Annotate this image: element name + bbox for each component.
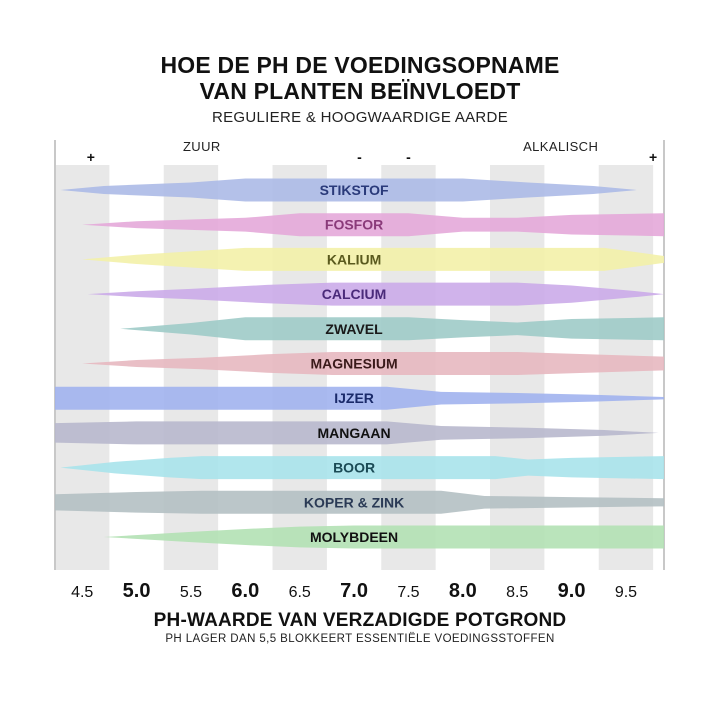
band-calcium [87,282,664,306]
band-label: KOPER & ZINK [304,494,404,510]
x-tick-label: 5.0 [123,580,151,602]
x-tick-label: 8.0 [449,580,477,602]
band-label: KALIUM [327,251,381,267]
band-label: CALCIUM [322,286,387,302]
chart-title-line-2: VAN PLANTEN BEÏNVLOEDT [199,78,521,104]
band-label: IJZER [334,390,374,406]
chart-title-line-1: HOE DE PH DE VOEDINGSOPNAME [160,52,560,78]
band-magnesium [82,352,664,375]
zone-label: ZUUR [183,139,221,154]
band-label: ZWAVEL [325,321,383,337]
band-molybdeen [103,525,664,549]
zone-label: ALKALISCH [523,139,598,154]
x-tick-label: 9.5 [615,584,637,601]
x-tick-label: 9.0 [558,580,586,602]
scale-marker: + [649,149,657,165]
band-label: STIKSTOF [320,182,389,198]
band-label: MANGAAN [318,425,391,441]
chart-subtitle: REGULIERE & HOOGWAARDIGE AARDE [212,109,508,126]
scale-marker: - [406,149,411,165]
band-label: MOLYBDEEN [310,529,398,545]
x-tick-label: 7.5 [397,584,419,601]
band-mangaan [55,421,659,445]
band-kalium [82,247,664,271]
x-tick-label: 6.0 [231,580,259,602]
band-zwavel [120,317,664,341]
x-tick-label: 7.0 [340,580,368,602]
band-koper-zink [55,490,664,514]
band-fosfor [82,213,664,237]
x-tick-label: 8.5 [506,584,528,601]
band-ijzer [55,386,664,410]
band-label: MAGNESIUM [311,356,398,372]
band-boor [60,456,664,480]
band-stikstof [60,178,637,202]
band-label: FOSFOR [325,217,383,233]
scale-marker: + [87,149,95,165]
scale-marker: - [357,149,362,165]
x-tick-label: 4.5 [71,584,93,601]
x-axis-label: PH-WAARDE VAN VERZADIGDE POTGROND [153,610,567,631]
band-label: BOOR [333,460,375,476]
x-tick-label: 6.5 [289,584,311,601]
x-tick-label: 5.5 [180,584,202,601]
chart-note: PH LAGER DAN 5,5 BLOKKEERT ESSENTIËLE VO… [165,633,555,645]
